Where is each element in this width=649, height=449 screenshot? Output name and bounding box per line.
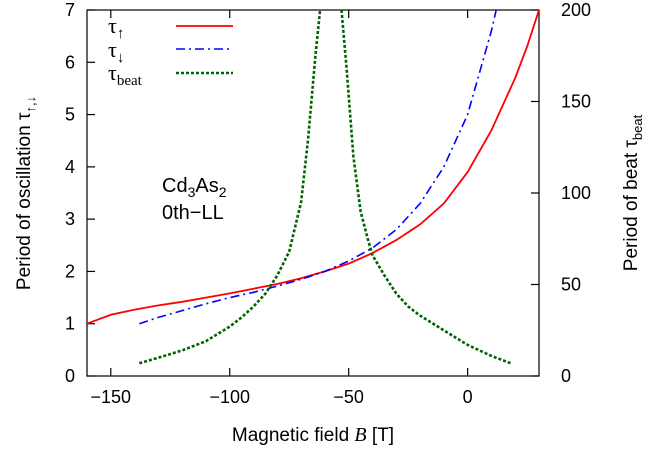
ticks [87, 9, 539, 377]
y-tick-label-left: 0 [65, 366, 75, 386]
y-tick-label-right: 0 [561, 366, 571, 386]
y-tick-label-left: 5 [65, 105, 75, 125]
x-tick-label: −150 [91, 387, 132, 407]
y-tick-label-left: 2 [65, 261, 75, 281]
annotation-level: 0th−LL [162, 202, 224, 224]
y-tick-label-left: 3 [65, 209, 75, 229]
x-tick-label: 0 [463, 387, 473, 407]
legend: τ↑ τ↓ τbeat [108, 13, 233, 89]
x-tick-label: −50 [333, 387, 364, 407]
y-axis-label-left: Period of oscillation τ↑,↓ [14, 96, 38, 290]
y-tick-label-left: 1 [65, 314, 75, 334]
annotation-material: Cd3As2 [162, 175, 227, 200]
y-tick-label-right: 150 [561, 92, 591, 112]
legend-label-tau-up: τ↑ [108, 13, 124, 42]
x-tick-label: −100 [209, 387, 250, 407]
y-tick-label-right: 200 [561, 0, 591, 20]
legend-label-tau-down: τ↓ [108, 37, 124, 66]
y-tick-label-right: 50 [561, 275, 581, 295]
y-tick-label-left: 7 [65, 0, 75, 20]
y-tick-label-left: 6 [65, 52, 75, 72]
series-line-0 [87, 10, 539, 325]
x-axis-label: Magnetic field B [T] [232, 424, 394, 446]
y-tick-label-right: 100 [561, 183, 591, 203]
plot-frame [86, 9, 540, 377]
series-line-1 [139, 10, 497, 325]
tick-labels: −150 −100 −50 0 0 1 2 3 4 5 6 7 0 50 100 150 200 [65, 0, 591, 407]
legend-label-tau-beat: τbeat [108, 60, 143, 89]
y-tick-label-left: 4 [65, 157, 75, 177]
y-axis-label-right: Period of beat τbeat [621, 114, 645, 271]
series-lines [87, 10, 539, 365]
series-line-2-branch [340, 10, 511, 365]
